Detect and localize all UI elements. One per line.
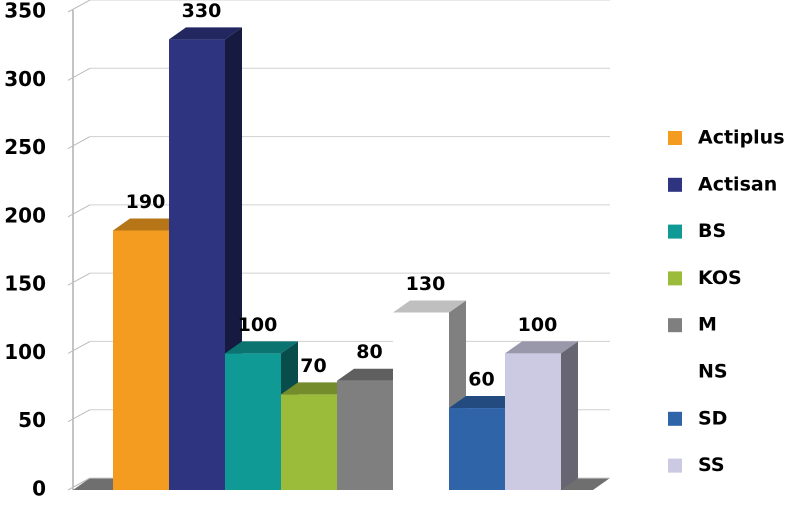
legend-label: SS <box>698 454 725 476</box>
bar <box>225 353 281 490</box>
legend-swatch <box>668 271 682 286</box>
y-tick-label: 150 <box>4 272 46 296</box>
y-tick-label: 50 <box>18 408 46 432</box>
legend-swatch <box>668 131 682 145</box>
legend-label: KOS <box>698 267 742 289</box>
bar-top <box>337 368 410 381</box>
bar <box>169 39 225 491</box>
bar-top <box>281 382 354 395</box>
y-tick-label: 100 <box>4 340 46 364</box>
bar-top <box>449 396 522 409</box>
y-tick-label: 300 <box>4 67 46 91</box>
tick-mark <box>67 204 91 218</box>
legend-label: Actiplus <box>698 127 785 149</box>
legend-swatch <box>668 365 682 379</box>
bar <box>505 353 561 490</box>
y-tick-label: 200 <box>4 203 46 227</box>
legend-swatch <box>668 224 682 239</box>
value-label: 100 <box>518 314 558 336</box>
legend-swatch <box>668 411 682 426</box>
tick-mark <box>67 136 91 150</box>
bar-top <box>393 300 466 313</box>
bar-top <box>113 218 186 231</box>
legend-label: M <box>698 314 717 336</box>
y-tick-label: 350 <box>4 0 46 23</box>
bar <box>281 394 337 490</box>
tick-mark <box>67 0 91 13</box>
y-tick-label: 250 <box>4 135 46 159</box>
bar-top <box>505 341 578 354</box>
tick-mark <box>67 409 91 423</box>
legend-label: NS <box>698 361 728 383</box>
tick-mark <box>67 67 91 81</box>
tick-mark <box>67 340 91 354</box>
bar <box>337 380 393 490</box>
value-label: 190 <box>126 191 166 213</box>
legend-label: BS <box>698 220 726 242</box>
tick-mark <box>67 272 91 286</box>
bar <box>393 312 449 490</box>
legend-swatch <box>668 458 682 473</box>
value-label: 70 <box>300 355 326 377</box>
legend-swatch <box>668 177 682 192</box>
bar <box>449 408 505 490</box>
legend-label: SD <box>698 407 727 429</box>
value-label: 60 <box>468 369 494 391</box>
bar <box>113 230 169 490</box>
value-label: 80 <box>356 341 382 363</box>
y-tick-label: 0 <box>32 477 46 501</box>
bar-top <box>225 341 298 354</box>
value-label: 130 <box>406 273 446 295</box>
value-label: 100 <box>238 314 278 336</box>
value-label: 330 <box>182 0 222 22</box>
legend-label: Actisan <box>698 173 777 195</box>
legend-swatch <box>668 318 682 333</box>
bar-side <box>561 341 578 490</box>
tick-mark <box>67 477 91 491</box>
bar-top <box>169 27 242 40</box>
